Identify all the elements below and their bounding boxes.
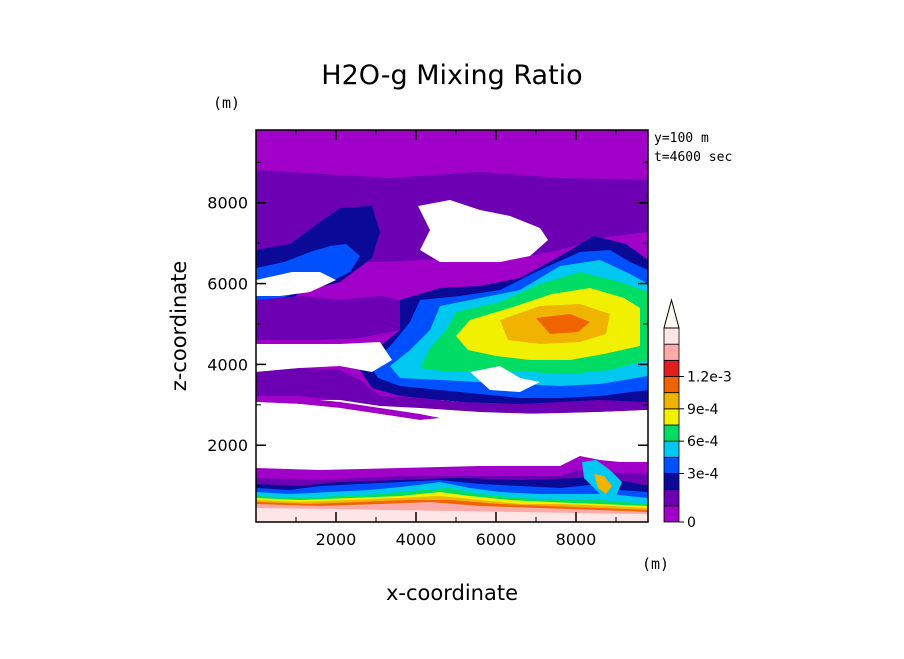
y-tick-label: 2000 xyxy=(207,436,248,455)
contour-band xyxy=(470,366,540,392)
colorbar-swatch xyxy=(663,440,680,458)
colorbar-tick-label: 0 xyxy=(687,515,696,531)
colorbar-swatch xyxy=(663,408,680,426)
colorbar: 0 3e-4 6e-4 9e-4 1.2e-3 xyxy=(663,298,732,531)
x-tick-label: 4000 xyxy=(396,530,437,549)
contour-band xyxy=(256,368,648,414)
plot-area xyxy=(256,130,648,522)
colorbar-tick-label: 9e-4 xyxy=(687,402,719,418)
colorbar-swatch xyxy=(663,424,680,442)
colorbar-swatch xyxy=(663,343,680,361)
contour-band xyxy=(256,272,336,296)
colorbar-tick-label: 3e-4 xyxy=(687,467,719,483)
annotation-t: t=4600 sec xyxy=(654,150,732,165)
x-axis-label: x-coordinate xyxy=(386,581,518,605)
contour-band xyxy=(256,508,648,522)
contour-band xyxy=(594,474,612,494)
y-tick-label: 8000 xyxy=(207,194,248,213)
x-tick-label: 8000 xyxy=(556,530,597,549)
colorbar-swatch xyxy=(663,456,680,474)
colorbar-swatch xyxy=(663,376,680,394)
colorbar-swatch xyxy=(663,327,680,345)
contour-band xyxy=(418,200,548,262)
colorbar-swatch xyxy=(663,473,680,491)
colorbar-swatch xyxy=(663,392,680,410)
contour-band xyxy=(256,296,400,340)
y-tick-label: 4000 xyxy=(207,355,248,374)
contour-band xyxy=(256,402,648,460)
contour-band xyxy=(536,314,590,334)
colorbar-swatch xyxy=(663,505,680,523)
x-unit-label: (m) xyxy=(642,555,669,573)
axis-ticks: 2000 4000 6000 8000 2000 4000 6000 8000 xyxy=(207,130,648,549)
chart-title: H2O-g Mixing Ratio xyxy=(321,60,582,91)
contour-band xyxy=(256,396,440,420)
y-axis-label: z-coordinate xyxy=(167,261,191,392)
plot-frame xyxy=(255,129,649,523)
colorbar-swatch xyxy=(663,359,680,377)
x-tick-label: 6000 xyxy=(476,530,517,549)
contour-band xyxy=(256,342,392,372)
y-unit-label: (m) xyxy=(213,94,240,112)
x-tick-label: 2000 xyxy=(316,530,357,549)
y-tick-label: 6000 xyxy=(207,275,248,294)
annotation-y: y=100 m xyxy=(654,131,709,146)
colorbar-extend-arrow xyxy=(663,298,680,329)
colorbar-tick-label: 6e-4 xyxy=(687,434,719,450)
colorbar-tick-label: 1.2e-3 xyxy=(687,370,732,386)
colorbar-swatch xyxy=(663,489,680,507)
